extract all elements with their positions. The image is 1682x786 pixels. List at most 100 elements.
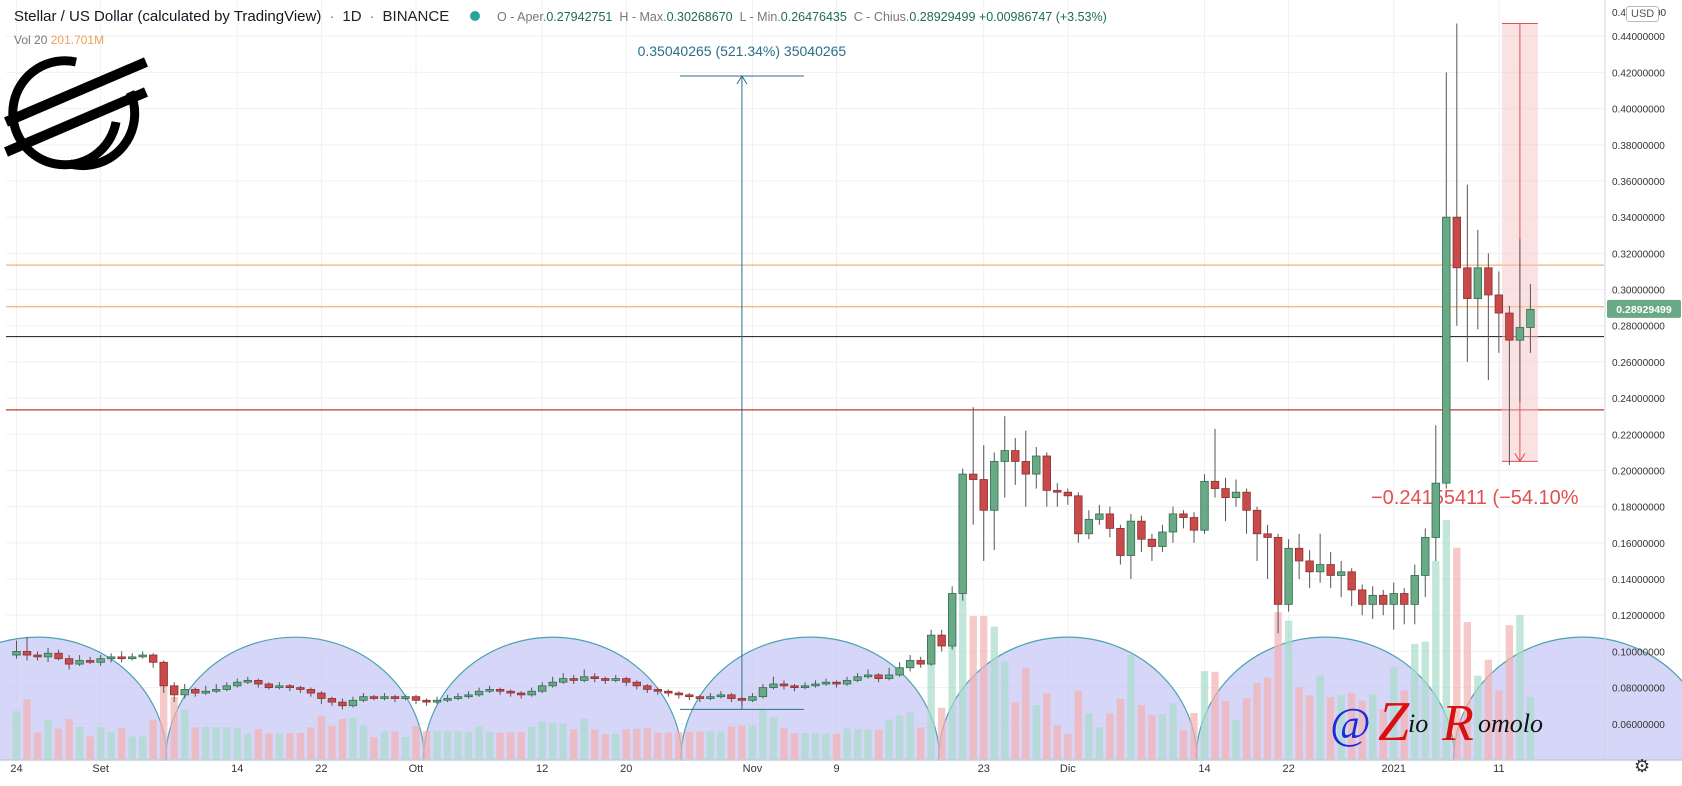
candle-body[interactable]	[64, 658, 74, 665]
candle-body[interactable]	[506, 690, 515, 694]
candle-body[interactable]	[453, 696, 463, 699]
candle-body[interactable]	[159, 661, 168, 687]
candle-body[interactable]	[1032, 455, 1041, 475]
candle-body[interactable]	[369, 696, 379, 699]
candle-body[interactable]	[958, 473, 967, 594]
candle-body[interactable]	[212, 689, 221, 692]
candle-body[interactable]	[117, 656, 126, 660]
candle-body[interactable]	[411, 696, 421, 701]
candle-body[interactable]	[1053, 489, 1062, 493]
candle-body[interactable]	[769, 683, 778, 689]
candle-body[interactable]	[559, 678, 568, 683]
candle-body[interactable]	[1210, 480, 1220, 489]
candle-body[interactable]	[170, 685, 179, 696]
candle-body[interactable]	[1463, 267, 1472, 299]
price-axis[interactable]: 0.06000000 0.08000000 0.10000000 0.12000000…	[1604, 0, 1681, 760]
candle-body[interactable]	[716, 694, 726, 698]
candle-body[interactable]	[275, 685, 284, 689]
candle-body[interactable]	[243, 679, 252, 683]
candle-body[interactable]	[306, 689, 316, 694]
candle-body[interactable]	[1347, 571, 1356, 591]
candle-body[interactable]	[548, 681, 557, 687]
candle-body[interactable]	[969, 473, 978, 480]
candle-body[interactable]	[622, 678, 631, 683]
candle-body[interactable]	[127, 656, 137, 660]
candle-body[interactable]	[1421, 537, 1430, 576]
candle-body[interactable]	[1473, 267, 1483, 299]
candle-body[interactable]	[537, 685, 547, 692]
candle-body[interactable]	[1505, 312, 1514, 341]
candle-body[interactable]	[1315, 564, 1325, 573]
candle-body[interactable]	[590, 676, 599, 679]
candle-body[interactable]	[1252, 509, 1262, 535]
candle-body[interactable]	[54, 652, 63, 660]
candle-body[interactable]	[1326, 564, 1335, 576]
horizontal-levels[interactable]	[6, 264, 1604, 411]
candle-body[interactable]	[800, 685, 810, 689]
candle-body[interactable]	[695, 696, 705, 699]
candle-body[interactable]	[748, 696, 757, 701]
candle-body[interactable]	[1263, 533, 1272, 538]
candle-body[interactable]	[1494, 294, 1504, 314]
candle-body[interactable]	[643, 685, 652, 690]
candle-body[interactable]	[12, 651, 21, 656]
candle-body[interactable]	[758, 687, 768, 698]
candle-body[interactable]	[317, 692, 326, 699]
candle-body[interactable]	[1273, 537, 1283, 605]
candle-body[interactable]	[1400, 593, 1409, 605]
candle-body[interactable]	[1084, 518, 1094, 535]
candle-body[interactable]	[821, 681, 831, 685]
candle-body[interactable]	[863, 674, 873, 678]
candle-body[interactable]	[674, 692, 684, 696]
candle-body[interactable]	[1294, 547, 1304, 562]
candle-body[interactable]	[1442, 216, 1451, 484]
candle-body[interactable]	[1431, 482, 1440, 538]
candle-body[interactable]	[990, 461, 999, 511]
candle-body[interactable]	[1105, 513, 1115, 529]
candle-body[interactable]	[474, 690, 484, 696]
candle-body[interactable]	[853, 676, 862, 681]
candle-body[interactable]	[1484, 267, 1493, 296]
interval-label[interactable]: 1D	[342, 8, 362, 25]
candle-body[interactable]	[380, 696, 389, 699]
candle-body[interactable]	[527, 690, 536, 696]
candle-body[interactable]	[737, 698, 747, 701]
candle-body[interactable]	[1147, 538, 1157, 547]
candle-body[interactable]	[1389, 593, 1398, 605]
current-price-tag[interactable]	[1607, 299, 1681, 318]
candle-body[interactable]	[285, 685, 295, 689]
candle-body[interactable]	[495, 689, 505, 692]
candle-body[interactable]	[1221, 488, 1230, 499]
candle-body[interactable]	[222, 685, 231, 690]
candle-body[interactable]	[569, 678, 578, 681]
candle-body[interactable]	[1242, 491, 1251, 511]
candle-body[interactable]	[790, 685, 799, 689]
candle-body[interactable]	[653, 689, 663, 692]
candle-body[interactable]	[1358, 589, 1367, 605]
candle-body[interactable]	[1179, 513, 1188, 518]
candle-body[interactable]	[464, 694, 473, 698]
candle-body[interactable]	[1063, 491, 1073, 497]
currency-button[interactable]: USD	[1626, 6, 1660, 22]
candle-body[interactable]	[43, 652, 53, 658]
candle-body[interactable]	[979, 479, 988, 511]
candle-body[interactable]	[926, 634, 936, 665]
candle-body[interactable]	[1126, 520, 1136, 556]
candle-body[interactable]	[1011, 450, 1020, 462]
candle-body[interactable]	[296, 687, 305, 690]
candle-body[interactable]	[580, 676, 589, 681]
candle-body[interactable]	[1000, 450, 1009, 462]
candle-body[interactable]	[905, 660, 915, 669]
candle-body[interactable]	[201, 690, 210, 694]
candle-body[interactable]	[1095, 513, 1104, 520]
candle-body[interactable]	[1231, 491, 1241, 499]
candle-body[interactable]	[842, 679, 852, 685]
candle-body[interactable]	[1137, 520, 1146, 540]
symbol-title[interactable]: Stellar / US Dollar (calculated by Tradi…	[14, 8, 322, 25]
candle-body[interactable]	[611, 678, 620, 681]
candle-body[interactable]	[138, 654, 147, 658]
candle-body[interactable]	[884, 674, 894, 679]
candle-body[interactable]	[601, 678, 610, 681]
